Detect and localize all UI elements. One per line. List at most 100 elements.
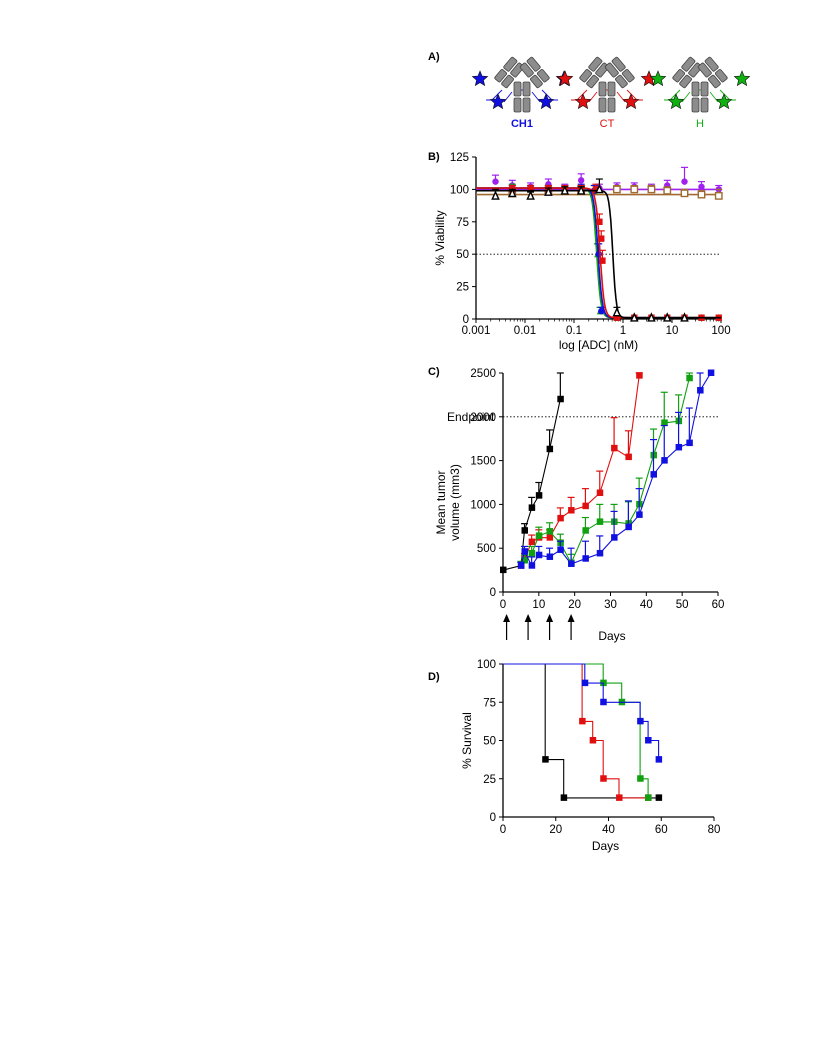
drug-star: [715, 93, 733, 110]
fc-domain: [607, 97, 616, 113]
fab-arm: [519, 56, 550, 89]
data-point: [625, 453, 632, 461]
series-3: [517, 369, 715, 569]
fc-domain: [607, 81, 616, 97]
data-point: [637, 717, 644, 725]
data-point: [500, 566, 507, 574]
x-tick-label: 40: [602, 824, 615, 836]
y-tick-label: 100: [477, 659, 496, 671]
y-tick-label: 2000: [470, 412, 496, 424]
data-point: [680, 312, 689, 322]
data-point: [636, 372, 643, 379]
y-tick-label: 50: [483, 736, 496, 748]
data-point: [507, 187, 517, 198]
heavy-chain-domain: [615, 74, 628, 89]
data-point: [598, 308, 605, 315]
dose-arrow-head: [524, 614, 532, 622]
data-point: [517, 562, 525, 569]
heavy-chain-domain: [604, 62, 619, 78]
antibody-ch1: CH1: [471, 56, 573, 130]
survival-step-line: [503, 663, 649, 798]
data-point: [521, 548, 528, 555]
drug-star: [556, 70, 574, 87]
drug-star: [622, 93, 640, 110]
data-point: [589, 737, 597, 744]
data-point: [675, 443, 683, 451]
data-point: [528, 549, 536, 557]
data-point: [527, 186, 534, 193]
data-point: [592, 186, 600, 193]
data-point: [625, 523, 632, 531]
y-tick-label: 100: [450, 184, 469, 196]
fc-domain: [598, 81, 607, 97]
y-tick-label: 2500: [470, 368, 496, 380]
x-tick-label: 20: [549, 824, 562, 836]
heavy-chain-domain: [530, 74, 543, 89]
data-point: [611, 534, 618, 541]
y-tick-label: 75: [456, 217, 469, 229]
series-2: [517, 372, 693, 568]
endpoint-label: Endpoint: [447, 410, 495, 424]
x-tick-label: 40: [640, 599, 653, 611]
x-tick-label: 50: [676, 599, 689, 611]
heavy-chain-domain: [697, 62, 712, 78]
y-tick-label: 25: [456, 282, 469, 294]
data-point: [650, 471, 657, 478]
data-point: [557, 546, 564, 553]
y-tick-label: 500: [477, 543, 496, 555]
data-point: [546, 445, 554, 453]
x-tick-label: 0.1: [566, 325, 582, 337]
x-axis-label: log [ADC] (nM): [559, 338, 638, 352]
x-tick-label: 20: [568, 599, 581, 611]
data-point: [526, 190, 535, 200]
data-point: [681, 178, 688, 185]
data-point: [599, 257, 606, 264]
series-1: [503, 663, 652, 801]
data-point: [612, 185, 621, 194]
y-tick-label: 125: [450, 152, 469, 164]
viability-chart: 0 25 50 75 100 125 0.001 0.01 0.1 1 10 100 log [ADC]…: [433, 152, 731, 352]
data-point: [600, 775, 607, 782]
data-point: [491, 190, 500, 200]
data-point: [582, 527, 589, 534]
linker-line: [616, 91, 626, 103]
data-point: [663, 186, 672, 195]
y-axis-label: % Survival: [460, 712, 474, 769]
data-point: [596, 489, 604, 497]
y-axis-label-line2: volume (mm3): [448, 464, 462, 541]
x-tick-label: 0.001: [462, 325, 491, 337]
data-point: [686, 374, 693, 382]
data-point: [581, 679, 589, 687]
data-point: [686, 439, 693, 447]
y-axis-label-line1: Mean tumor: [434, 470, 448, 534]
data-point: [612, 307, 622, 317]
drug-star: [733, 70, 751, 87]
series-line: [520, 378, 690, 566]
fc-domain: [522, 97, 531, 113]
data-point: [542, 756, 549, 763]
drug-star: [537, 93, 555, 110]
data-point: [596, 549, 604, 557]
data-point: [645, 737, 652, 744]
series-5: [476, 178, 721, 322]
x-tick-label: 10: [532, 599, 545, 611]
heavy-chain-domain: [579, 69, 593, 83]
heavy-chain-domain: [494, 69, 508, 83]
survival-chart: 0 25 50 75 100 0 20 40 60 80 Days % Survival: [460, 659, 720, 853]
data-point: [577, 177, 585, 184]
drug-star: [667, 93, 685, 110]
data-point: [645, 794, 652, 801]
data-point: [600, 698, 607, 706]
data-point: [557, 514, 564, 522]
data-point: [598, 235, 605, 242]
y-tick-label: 75: [483, 697, 496, 709]
light-chain-domain: [611, 56, 626, 72]
linker-line: [531, 91, 541, 103]
fc-domain: [513, 97, 522, 113]
linker-line: [681, 91, 691, 103]
fab-arm: [697, 56, 728, 89]
data-point: [544, 186, 553, 196]
light-chain-domain: [679, 74, 692, 89]
data-point: [697, 190, 706, 199]
